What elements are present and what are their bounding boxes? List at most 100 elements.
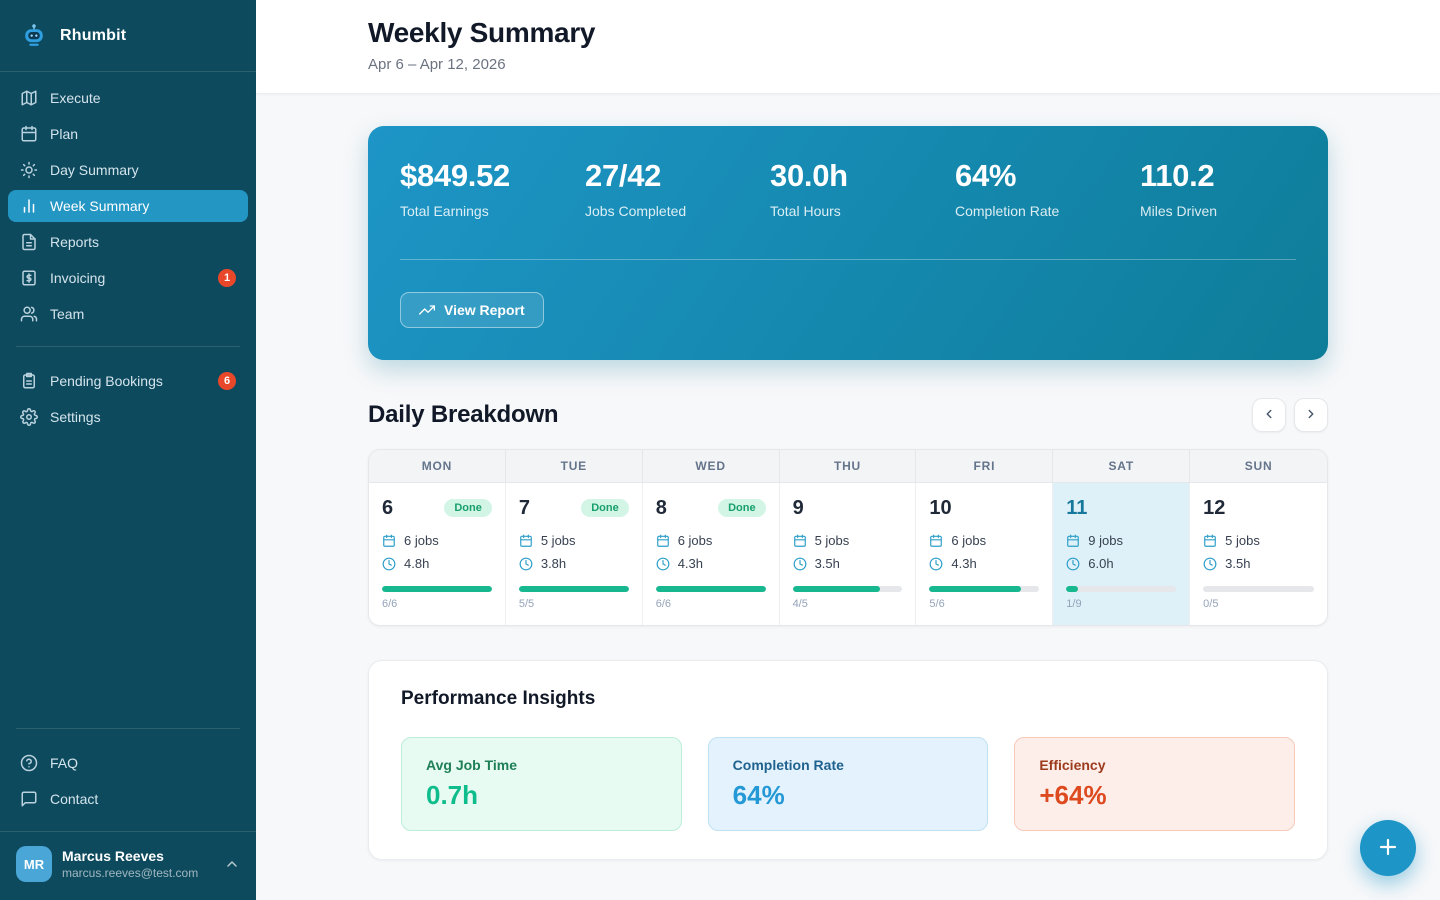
- chevron-up-icon: [224, 856, 240, 872]
- day-cell-tue: 7 Done 5 jobs 3.8h 5/5: [505, 483, 643, 625]
- done-badge: Done: [718, 499, 766, 517]
- daily-breakdown-title: Daily Breakdown: [368, 401, 559, 428]
- sidebar-item-week-summary[interactable]: Week Summary: [8, 190, 248, 222]
- day-jobs: 6 jobs: [677, 533, 713, 548]
- clock-icon: [382, 557, 396, 571]
- clock-icon: [1203, 557, 1217, 571]
- insight-value: 64%: [732, 780, 785, 810]
- done-badge: Done: [444, 499, 492, 517]
- user-menu[interactable]: MR Marcus Reeves marcus.reeves@test.com: [0, 831, 256, 900]
- day-progress-ratio: 5/5: [518, 598, 535, 610]
- day-progress-ratio: 5/6: [929, 598, 945, 610]
- prev-week-button[interactable]: [1252, 398, 1286, 432]
- next-week-button[interactable]: [1294, 398, 1328, 432]
- file-text-icon: [20, 233, 38, 251]
- bar-chart-icon: [20, 197, 38, 215]
- user-meta: Marcus Reeves marcus.reeves@test.com: [62, 848, 214, 880]
- sidebar-item-pending-bookings[interactable]: Pending Bookings 6: [8, 365, 248, 397]
- performance-insights-title: Performance Insights: [401, 688, 596, 709]
- stat-label: Total Hours: [770, 203, 841, 219]
- day-jobs: 5 jobs: [540, 533, 576, 548]
- sidebar: Rhumbit Execute Plan Day Summary Week Summa…: [0, 0, 256, 900]
- day-progress-bar: [792, 586, 903, 592]
- calendar-icon: [656, 534, 670, 548]
- day-jobs: 6 jobs: [404, 533, 439, 548]
- sidebar-item-day-summary[interactable]: Day Summary: [8, 154, 248, 186]
- day-progress-bar: [929, 586, 1040, 592]
- day-hours: 3.8h: [540, 556, 567, 571]
- calendar-icon: [20, 125, 38, 143]
- insight-card-avg-job-time: Avg Job Time 0.7h: [401, 737, 682, 831]
- message-icon: [20, 790, 38, 808]
- day-jobs: 5 jobs: [814, 533, 850, 548]
- rhumbit-logo-icon: [20, 22, 48, 50]
- day-progress-ratio: 1/9: [1066, 598, 1082, 610]
- help-circle-icon: [20, 754, 38, 772]
- day-header-thu: THU: [779, 450, 917, 483]
- clock-icon: [656, 557, 670, 571]
- sidebar-item-execute[interactable]: Execute: [8, 82, 248, 114]
- sidebar-item-plan[interactable]: Plan: [8, 118, 248, 150]
- summary-stat-jobs-completed: 27/42 Jobs Completed: [585, 158, 770, 219]
- user-name: Marcus Reeves: [62, 848, 164, 864]
- sidebar-item-team[interactable]: Team: [8, 298, 248, 330]
- day-cell-sun: 12 5 jobs 3.5h 0/5: [1190, 483, 1327, 625]
- page-title: Weekly Summary: [368, 17, 596, 48]
- brand-name: Rhumbit: [60, 26, 127, 44]
- day-jobs: 6 jobs: [951, 533, 987, 548]
- stat-value: 27/42: [585, 158, 662, 193]
- done-badge: Done: [581, 499, 629, 517]
- sidebar-nav-main: Execute Plan Day Summary Week Summary Report…: [0, 72, 256, 338]
- day-header-sat: SAT: [1053, 450, 1191, 483]
- add-button[interactable]: [1360, 820, 1416, 876]
- stat-value: $849.52: [400, 158, 510, 193]
- insight-label: Completion Rate: [732, 757, 844, 773]
- sidebar-spacer: [0, 441, 256, 720]
- insight-card-completion-rate: Completion Rate 64%: [707, 737, 989, 831]
- sidebar-item-label: Reports: [50, 234, 100, 250]
- day-hours: 3.5h: [814, 556, 840, 571]
- plus-icon: [1376, 835, 1400, 862]
- day-date: 9: [792, 496, 804, 519]
- day-jobs: 9 jobs: [1088, 533, 1123, 548]
- day-header-sun: SUN: [1190, 450, 1327, 483]
- day-cell-fri: 10 6 jobs 4.3h 5/6: [916, 483, 1054, 625]
- day-hours: 4.3h: [677, 556, 704, 571]
- sidebar-item-contact[interactable]: Contact: [8, 783, 248, 815]
- sidebar-item-settings[interactable]: Settings: [8, 401, 248, 433]
- calendar-icon: [1066, 534, 1080, 548]
- sidebar-nav-secondary: Pending Bookings 6 Settings: [0, 355, 256, 441]
- hero-divider: [400, 259, 1296, 260]
- chevron-left-icon: [1262, 407, 1276, 424]
- day-progress-bar: [655, 586, 766, 592]
- calendar-icon: [519, 534, 533, 548]
- invoice-icon: [20, 269, 38, 287]
- insight-value: 0.7h: [426, 780, 479, 810]
- insight-label: Avg Job Time: [426, 757, 518, 773]
- sun-icon: [20, 161, 38, 179]
- gear-icon: [20, 408, 38, 426]
- insight-value: +64%: [1039, 780, 1107, 810]
- notification-badge: 1: [218, 269, 236, 287]
- sidebar-item-label: Team: [50, 306, 85, 322]
- calendar-icon: [929, 534, 943, 548]
- day-progress-bar: [382, 586, 492, 592]
- calendar-icon: [1203, 534, 1217, 548]
- day-date: 6: [382, 496, 394, 519]
- sidebar-item-reports[interactable]: Reports: [8, 226, 248, 258]
- day-header-fri: FRI: [916, 450, 1054, 483]
- stat-label: Completion Rate: [955, 203, 1060, 219]
- performance-insights-card: Performance Insights Avg Job Time 0.7h Co…: [368, 660, 1328, 860]
- clock-icon: [929, 557, 943, 571]
- sidebar-item-faq[interactable]: FAQ: [8, 747, 248, 779]
- main-area: Weekly Summary Apr 6 – Apr 12, 2026 $849…: [256, 0, 1440, 900]
- day-date: 10: [929, 496, 952, 519]
- day-header-wed: WED: [642, 450, 780, 483]
- view-report-button[interactable]: View Report: [400, 292, 544, 328]
- day-progress-bar: [1203, 586, 1314, 592]
- date-range: Apr 6 – Apr 12, 2026: [368, 56, 506, 73]
- sidebar-item-invoicing[interactable]: Invoicing 1: [8, 262, 248, 294]
- clock-icon: [519, 557, 533, 571]
- notification-badge: 6: [218, 372, 236, 390]
